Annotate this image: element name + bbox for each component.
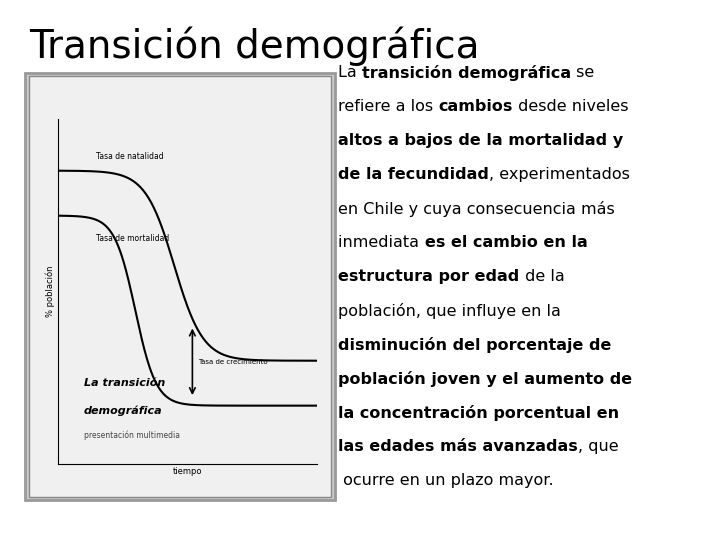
Text: de la fecundidad: de la fecundidad — [338, 167, 490, 182]
Text: transición demográfica: transición demográfica — [362, 65, 572, 81]
Text: desde niveles: desde niveles — [513, 99, 629, 114]
Text: La: La — [338, 65, 362, 80]
Text: Tasa de natalidad: Tasa de natalidad — [96, 152, 164, 161]
Text: , que: , que — [578, 439, 618, 454]
Text: las edades más avanzadas: las edades más avanzadas — [338, 439, 578, 454]
Text: cambios: cambios — [438, 99, 513, 114]
Text: Transición demográfica: Transición demográfica — [29, 27, 480, 66]
Text: ocurre en un plazo mayor.: ocurre en un plazo mayor. — [338, 473, 554, 488]
Text: es el cambio en la: es el cambio en la — [425, 235, 588, 250]
Text: Tasa de crecimiento: Tasa de crecimiento — [197, 359, 267, 365]
Y-axis label: % población: % población — [45, 266, 55, 318]
Text: Tasa de mortalidad: Tasa de mortalidad — [96, 234, 170, 243]
Text: población joven y el aumento de: población joven y el aumento de — [338, 371, 633, 387]
Text: presentación multimedia: presentación multimedia — [84, 431, 179, 440]
Text: refiere a los: refiere a los — [338, 99, 438, 114]
FancyBboxPatch shape — [25, 73, 335, 500]
Text: se: se — [572, 65, 595, 80]
Text: población, que influye en la: población, que influye en la — [338, 303, 562, 319]
Text: la concentración porcentual en: la concentración porcentual en — [338, 405, 619, 421]
Text: estructura por edad: estructura por edad — [338, 269, 520, 284]
Text: inmediata: inmediata — [338, 235, 425, 250]
FancyBboxPatch shape — [29, 76, 331, 497]
Text: La transición: La transición — [84, 379, 165, 388]
Text: en Chile y cuya consecuencia más: en Chile y cuya consecuencia más — [338, 201, 615, 217]
Text: , experimentados: , experimentados — [490, 167, 630, 182]
Text: altos a bajos de la mortalidad y: altos a bajos de la mortalidad y — [338, 133, 624, 148]
X-axis label: tiempo: tiempo — [173, 467, 202, 476]
Text: demográfica: demográfica — [84, 406, 162, 416]
Text: disminución del porcentaje de: disminución del porcentaje de — [338, 337, 612, 353]
Text: de la: de la — [520, 269, 564, 284]
